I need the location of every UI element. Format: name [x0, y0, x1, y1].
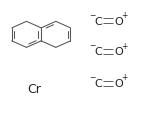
Text: C: C: [94, 78, 102, 88]
Text: O: O: [114, 17, 123, 27]
Text: −: −: [89, 73, 95, 82]
Text: +: +: [122, 73, 128, 82]
Text: −: −: [89, 11, 95, 20]
Text: C: C: [94, 17, 102, 27]
Text: O: O: [114, 78, 123, 88]
Text: +: +: [122, 41, 128, 50]
Text: C: C: [94, 47, 102, 57]
Text: Cr: Cr: [27, 82, 41, 95]
Text: O: O: [114, 47, 123, 57]
Text: −: −: [89, 41, 95, 50]
Text: +: +: [122, 11, 128, 20]
